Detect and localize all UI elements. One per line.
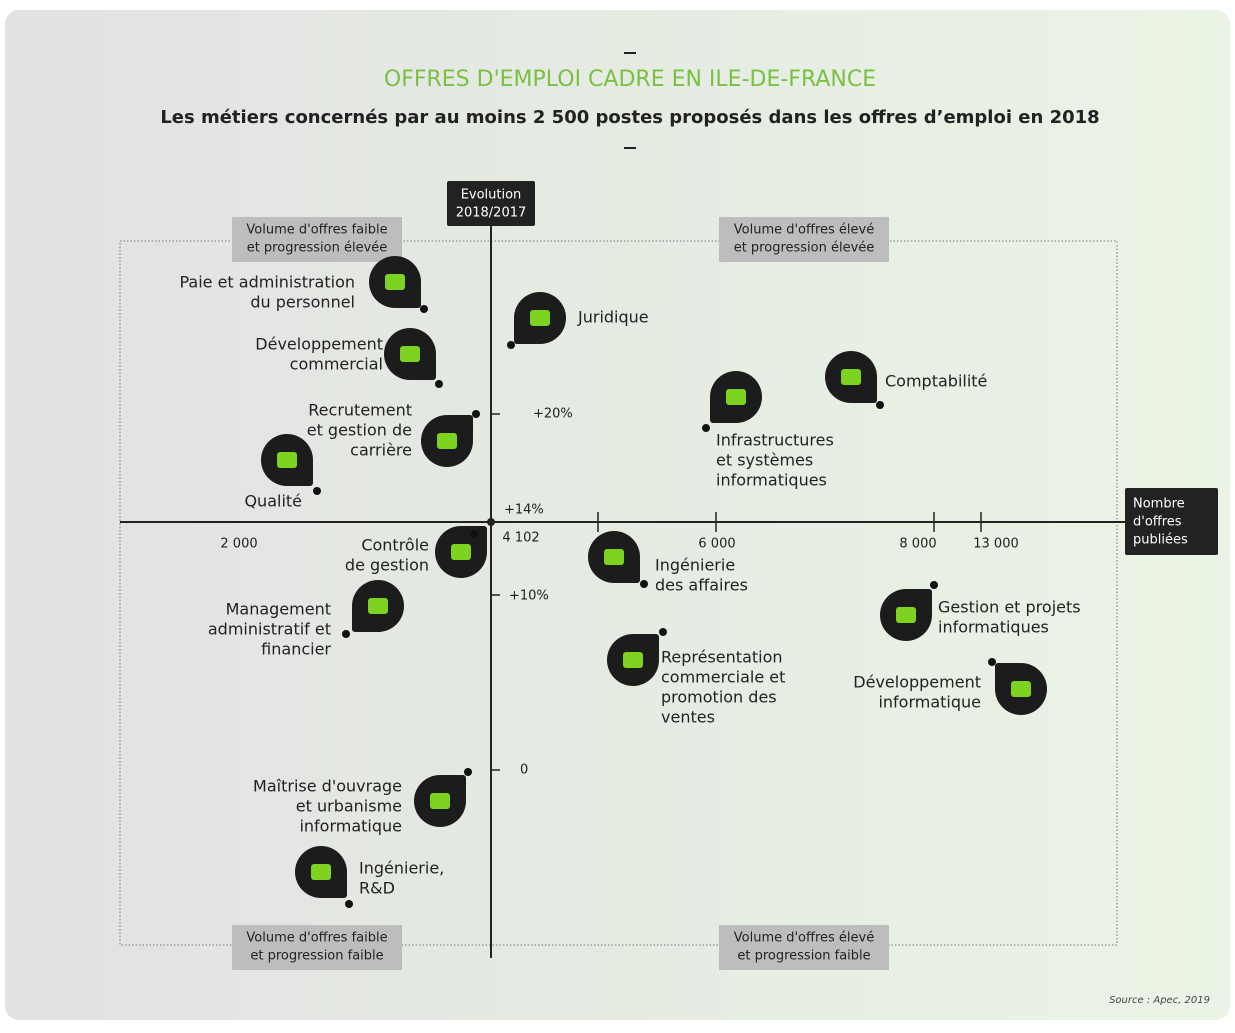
point bbox=[930, 581, 938, 589]
quadrant-label: et progression faible bbox=[737, 949, 870, 964]
node-label: et systèmes bbox=[716, 451, 813, 470]
icon-glyph bbox=[400, 346, 420, 362]
node-label: commercial bbox=[290, 355, 383, 374]
origin bbox=[487, 518, 495, 526]
point bbox=[345, 900, 353, 908]
y-tick-label: +20% bbox=[533, 407, 573, 422]
x-axis-label: publiées bbox=[1133, 533, 1188, 548]
node-label: et gestion de bbox=[307, 421, 412, 440]
x-tick-label: 13 000 bbox=[973, 537, 1019, 552]
icon-glyph bbox=[841, 369, 861, 385]
x-tick-label: 6 000 bbox=[698, 537, 735, 552]
icon-glyph bbox=[277, 452, 297, 468]
point bbox=[988, 658, 996, 666]
node-label: commerciale et bbox=[661, 668, 785, 687]
quadrant-label: Volume d'offres élevé bbox=[734, 223, 874, 238]
icon-glyph bbox=[726, 389, 746, 405]
point bbox=[464, 768, 472, 776]
point bbox=[640, 580, 648, 588]
node-label: informatique bbox=[878, 693, 981, 712]
quadrant-box bbox=[232, 217, 402, 262]
icon-glyph bbox=[430, 793, 450, 809]
icon-glyph bbox=[451, 544, 471, 560]
node-label: administratif et bbox=[208, 620, 331, 639]
node-label: informatiques bbox=[938, 618, 1049, 637]
node-label: ventes bbox=[661, 708, 715, 727]
point bbox=[702, 424, 710, 432]
point bbox=[876, 401, 884, 409]
y-axis-label-box bbox=[447, 181, 535, 226]
point bbox=[470, 530, 478, 538]
frame bbox=[119, 240, 1118, 946]
node-label: Développement bbox=[255, 335, 383, 354]
icon-glyph bbox=[604, 549, 624, 565]
icon-glyph bbox=[437, 433, 457, 449]
y-tick-label: 0 bbox=[520, 763, 528, 778]
icon-glyph bbox=[311, 864, 331, 880]
point bbox=[420, 305, 428, 313]
node-label: et urbanisme bbox=[296, 797, 402, 816]
icon-glyph bbox=[896, 607, 916, 623]
point bbox=[472, 410, 480, 418]
x-axis-label-box bbox=[1125, 488, 1218, 555]
icon-glyph bbox=[623, 652, 643, 668]
node-label: promotion des bbox=[661, 688, 777, 707]
node-label: Qualité bbox=[244, 492, 302, 511]
node-label: Contrôle bbox=[361, 536, 429, 555]
node-label: Comptabilité bbox=[885, 372, 987, 391]
y-axis-label: 2018/2017 bbox=[456, 206, 527, 221]
icon-glyph bbox=[1011, 681, 1031, 697]
node-label: de gestion bbox=[345, 556, 429, 575]
x-axis-label: d'offres bbox=[1133, 515, 1182, 530]
point bbox=[342, 630, 350, 638]
node-label: Ingénierie bbox=[655, 556, 735, 575]
node-label: des affaires bbox=[655, 576, 748, 595]
x-tick-label: 2 000 bbox=[220, 537, 257, 552]
node-label: du personnel bbox=[250, 293, 355, 312]
node-label: Maîtrise d'ouvrage bbox=[253, 777, 402, 796]
icon-glyph bbox=[368, 598, 388, 614]
point bbox=[435, 380, 443, 388]
background bbox=[5, 10, 1230, 1020]
node-label: Infrastructures bbox=[716, 431, 834, 450]
point bbox=[313, 487, 321, 495]
quadrant-box bbox=[719, 217, 889, 262]
icon-glyph bbox=[530, 310, 550, 326]
point bbox=[507, 341, 515, 349]
quadrant-box bbox=[232, 925, 402, 970]
node-label: informatique bbox=[299, 817, 402, 836]
node-label: Juridique bbox=[577, 308, 649, 327]
x-tick-label: 4 102 bbox=[502, 531, 539, 546]
point bbox=[659, 628, 667, 636]
title: OFFRES D'EMPLOI CADRE EN ILE-DE-FRANCE bbox=[384, 67, 876, 92]
x-axis-label: Nombre bbox=[1133, 497, 1185, 512]
subtitle: Les métiers concernés par au moins 2 500… bbox=[160, 107, 1099, 128]
node-label: carrière bbox=[350, 441, 412, 460]
node-label: Management bbox=[226, 600, 331, 619]
x-tick-label: 8 000 bbox=[899, 537, 936, 552]
node-label: Paie et administration bbox=[179, 273, 355, 292]
node-label: Représentation bbox=[661, 648, 783, 667]
quadrant-label: Volume d'offres faible bbox=[246, 931, 387, 946]
node-label: financier bbox=[261, 640, 331, 659]
y-tick-label: +10% bbox=[509, 589, 549, 604]
icon-glyph bbox=[385, 274, 405, 290]
quadrant-label: et progression élevée bbox=[734, 241, 875, 256]
node-label: Gestion et projets bbox=[938, 598, 1081, 617]
quadrant-label: Volume d'offres élevé bbox=[734, 931, 874, 946]
y-axis-label: Evolution bbox=[461, 188, 522, 203]
y-tick-label: +14% bbox=[504, 503, 544, 518]
quadrant-label: et progression élevée bbox=[247, 241, 388, 256]
node-label: informatiques bbox=[716, 471, 827, 490]
quadrant-label: et progression faible bbox=[250, 949, 383, 964]
node-label: R&D bbox=[359, 879, 395, 898]
node-label: Ingénierie, bbox=[359, 859, 444, 878]
node-label: Développement bbox=[853, 673, 981, 692]
source: Source : Apec, 2019 bbox=[1109, 995, 1210, 1006]
node-label: Recrutement bbox=[308, 401, 412, 420]
quadrant-box bbox=[719, 925, 889, 970]
quadrant-label: Volume d'offres faible bbox=[246, 223, 387, 238]
